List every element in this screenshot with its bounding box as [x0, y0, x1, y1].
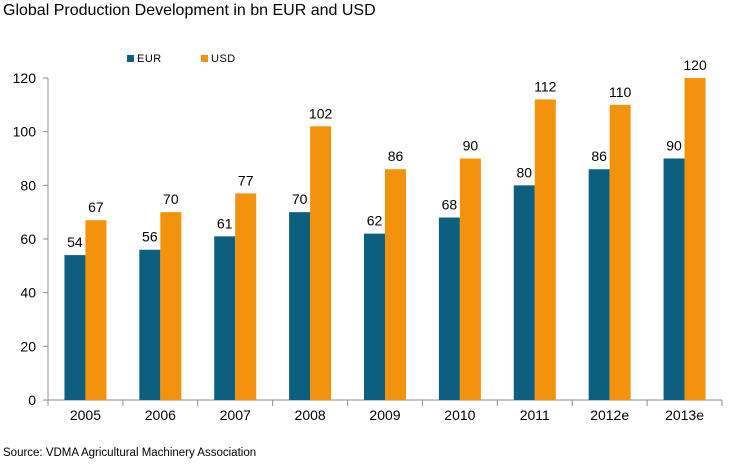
data-label: 56: [142, 229, 158, 245]
y-tick-label: 80: [20, 177, 36, 193]
data-label: 80: [516, 164, 532, 180]
x-tick-label: 2009: [369, 407, 400, 423]
bar-eur: [214, 236, 236, 400]
legend-swatch-eur: [127, 55, 134, 62]
x-tick-label: 2005: [70, 407, 101, 423]
y-tick-label: 0: [28, 392, 36, 408]
bar-eur: [364, 233, 385, 400]
bar-eur: [588, 169, 610, 400]
bar-eur: [513, 185, 535, 400]
data-labels: 54 56 61 70 62 68 80 86 90 67 70 77 102 86 90 112 110 120: [67, 57, 707, 250]
data-label: 61: [217, 215, 233, 231]
data-label: 86: [591, 148, 607, 164]
bar-eur: [289, 212, 311, 400]
x-tick-label: 2010: [444, 407, 475, 423]
bar-usd: [385, 169, 406, 400]
bar-eur: [438, 217, 460, 400]
data-label: 120: [683, 57, 707, 73]
y-tick-label: 60: [20, 231, 36, 247]
y-tick-label: 120: [13, 70, 37, 86]
bar-eur: [64, 255, 86, 400]
data-label: 112: [534, 78, 557, 94]
legend: EUR USD: [127, 53, 236, 65]
x-tick-label: 2013e: [665, 407, 704, 423]
x-tick-label: 2012e: [590, 407, 629, 423]
data-label: 90: [666, 138, 682, 154]
legend-label: USD: [211, 53, 236, 65]
data-label: 68: [442, 197, 458, 213]
x-tick-label: 2008: [295, 407, 326, 423]
data-label: 67: [88, 199, 104, 215]
legend-swatch-usd: [201, 55, 208, 62]
x-tick-label: 2007: [220, 407, 251, 423]
y-tick-label: 40: [20, 285, 36, 301]
y-tick-label: 100: [13, 124, 37, 140]
bar-usd: [310, 126, 332, 401]
x-tick-label: 2006: [145, 407, 176, 423]
bar-usd: [684, 78, 706, 400]
data-label: 54: [67, 234, 83, 250]
x-tick-label: 2011: [520, 407, 550, 423]
axes: 0 20 40 60 80 100 120 2005 2006 2007 2008 2009 2010 2…: [13, 70, 723, 423]
bar-usd: [85, 220, 107, 400]
data-label: 90: [463, 138, 479, 154]
bar-usd: [534, 99, 556, 400]
bar-eur: [139, 249, 161, 400]
data-label: 77: [238, 172, 254, 188]
data-label: 102: [309, 105, 333, 121]
bar-usd: [160, 212, 182, 400]
bar-usd: [235, 193, 257, 400]
data-label: 70: [292, 191, 308, 207]
data-label: 110: [609, 84, 632, 100]
data-label: 70: [163, 191, 179, 207]
y-tick-label: 20: [20, 338, 36, 354]
bars: [64, 78, 706, 401]
bar-usd: [609, 104, 631, 400]
legend-label: EUR: [137, 53, 162, 65]
data-label: 86: [388, 148, 404, 164]
bar-usd: [459, 158, 481, 400]
bar-eur: [663, 158, 685, 400]
data-label: 62: [367, 213, 383, 229]
source-note: Source: VDMA Agricultural Machinery Asso…: [3, 447, 257, 459]
chart-title: Global Production Development in bn EUR …: [3, 2, 376, 19]
